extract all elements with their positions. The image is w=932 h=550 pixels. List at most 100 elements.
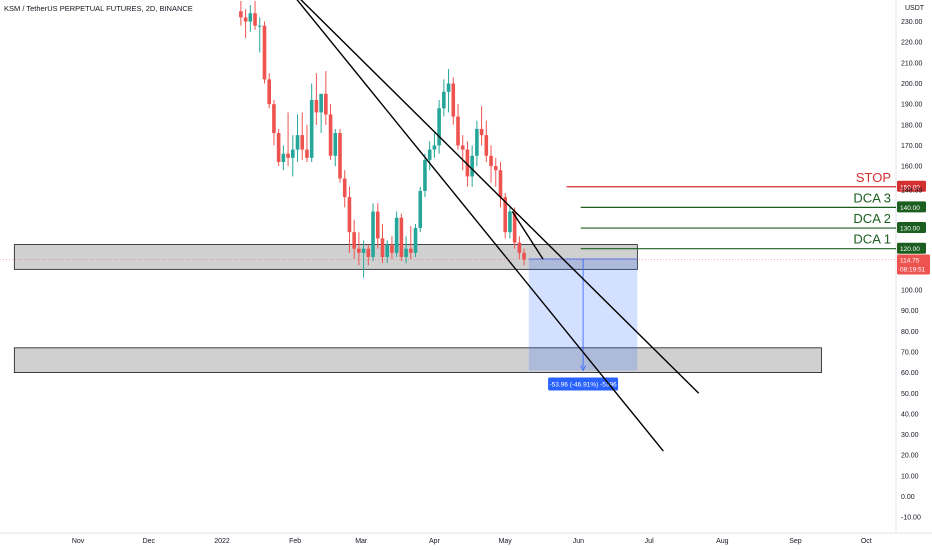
y-tick-label: 170.00 xyxy=(901,143,923,150)
candle[interactable] xyxy=(470,155,474,177)
candle[interactable] xyxy=(517,242,522,253)
candle[interactable] xyxy=(446,83,451,92)
candle[interactable] xyxy=(262,25,267,80)
candle[interactable] xyxy=(239,11,243,18)
candle[interactable] xyxy=(503,197,507,233)
y-tick-label: 100.00 xyxy=(901,288,923,295)
candle[interactable] xyxy=(409,248,413,253)
x-tick-label: Apr xyxy=(429,538,441,545)
candle[interactable] xyxy=(319,93,323,113)
measure-arrow-head xyxy=(580,365,586,372)
candle[interactable] xyxy=(314,100,319,113)
candle[interactable] xyxy=(418,190,423,229)
y-tick-label: 10.00 xyxy=(901,473,919,480)
candle[interactable] xyxy=(366,248,371,257)
candle[interactable] xyxy=(484,135,489,156)
candle[interactable] xyxy=(460,145,465,150)
level-tag xyxy=(897,180,926,192)
level-label: DCA 1 xyxy=(853,232,891,247)
candle[interactable] xyxy=(324,93,328,115)
y-axis-marker: 148.39 xyxy=(901,188,923,195)
candle[interactable] xyxy=(456,116,460,146)
candle[interactable] xyxy=(380,238,385,257)
x-tick-label: May xyxy=(499,538,513,545)
candle[interactable] xyxy=(342,178,347,198)
candle[interactable] xyxy=(291,149,295,158)
candle[interactable] xyxy=(347,197,352,233)
candle[interactable] xyxy=(423,159,427,191)
candle[interactable] xyxy=(442,91,446,109)
y-tick-label: 160.00 xyxy=(901,164,923,171)
candle[interactable] xyxy=(333,133,338,156)
candle[interactable] xyxy=(522,252,526,260)
level-label: DCA 2 xyxy=(853,211,891,226)
measure-label-box xyxy=(548,377,619,391)
candle[interactable] xyxy=(357,248,361,253)
candle[interactable] xyxy=(437,108,441,146)
level-tag-label: 120.00 xyxy=(900,246,920,253)
candle[interactable] xyxy=(498,170,503,198)
candle[interactable] xyxy=(361,248,366,253)
candle[interactable] xyxy=(512,211,517,243)
candle[interactable] xyxy=(305,149,309,158)
candle[interactable] xyxy=(404,248,408,257)
candle[interactable] xyxy=(375,211,380,239)
y-tick-label: 60.00 xyxy=(901,370,919,377)
trendline[interactable] xyxy=(264,0,664,452)
candle[interactable] xyxy=(281,153,286,162)
candle[interactable] xyxy=(385,244,389,257)
candle[interactable] xyxy=(479,128,484,136)
candle[interactable] xyxy=(399,217,404,257)
x-tick-label: Nov xyxy=(72,538,85,545)
candle[interactable] xyxy=(465,149,470,177)
candle[interactable] xyxy=(475,128,479,156)
candle[interactable] xyxy=(309,100,314,158)
y-tick-label: 0.00 xyxy=(901,494,915,501)
currency-label: USDT xyxy=(905,5,925,12)
candle[interactable] xyxy=(328,114,333,156)
level-tag xyxy=(897,201,926,213)
x-tick-label: Feb xyxy=(289,538,301,545)
candle[interactable] xyxy=(257,25,262,27)
level-tag-label: 130.00 xyxy=(900,226,920,233)
candle[interactable] xyxy=(371,211,375,257)
candle[interactable] xyxy=(243,17,248,22)
candle[interactable] xyxy=(338,133,342,179)
candle[interactable] xyxy=(295,135,300,150)
candle[interactable] xyxy=(413,228,418,253)
candle[interactable] xyxy=(394,217,399,253)
x-tick-label: Mar xyxy=(355,538,368,545)
y-tick-label: 180.00 xyxy=(901,122,923,129)
candle[interactable] xyxy=(432,145,437,150)
support-zone[interactable] xyxy=(13,347,822,374)
x-tick-label: Sep xyxy=(789,538,802,545)
x-tick-label: Aug xyxy=(716,538,729,545)
candle[interactable] xyxy=(489,155,493,167)
y-tick-label: 210.00 xyxy=(901,60,923,67)
measure-label: -53.96 (-46.91%) -5396 xyxy=(549,382,617,389)
candle[interactable] xyxy=(248,13,253,22)
candle[interactable] xyxy=(451,83,456,117)
candle[interactable] xyxy=(276,133,281,162)
candle[interactable] xyxy=(286,153,290,158)
candle[interactable] xyxy=(508,211,512,233)
trendline[interactable] xyxy=(264,0,700,394)
candle[interactable] xyxy=(300,135,305,150)
candle[interactable] xyxy=(352,232,356,249)
x-tick-label: Jun xyxy=(573,538,584,545)
level-tag xyxy=(897,242,926,254)
candle[interactable] xyxy=(267,79,271,105)
candle[interactable] xyxy=(493,166,498,171)
candle[interactable] xyxy=(253,13,257,26)
x-tick-label: Dec xyxy=(143,538,156,545)
last-price-tag xyxy=(897,254,930,275)
candle[interactable] xyxy=(272,104,276,134)
candle[interactable] xyxy=(390,244,394,253)
level-label: DCA 3 xyxy=(853,190,891,205)
support-zone[interactable] xyxy=(13,244,638,270)
y-tick-label: 220.00 xyxy=(901,40,923,47)
candle[interactable] xyxy=(427,149,432,160)
y-tick-label: 30.00 xyxy=(901,432,919,439)
trendline[interactable] xyxy=(511,211,544,260)
